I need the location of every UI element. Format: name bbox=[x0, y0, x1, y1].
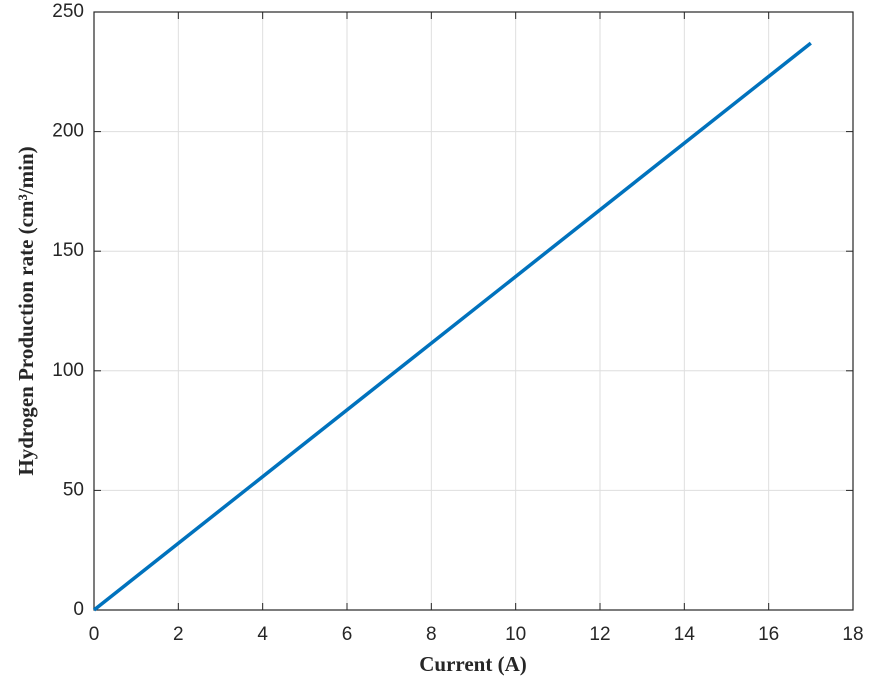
x-tick-label: 2 bbox=[173, 624, 184, 645]
x-tick-label: 18 bbox=[842, 624, 863, 645]
x-tick-label: 12 bbox=[589, 624, 610, 645]
x-tick-label: 14 bbox=[674, 624, 696, 645]
x-tick-label: 6 bbox=[342, 624, 353, 645]
plot-frame bbox=[93, 11, 854, 611]
y-tick-label: 50 bbox=[63, 479, 84, 500]
y-tick-label: 250 bbox=[52, 1, 84, 22]
y-tick-label: 0 bbox=[73, 599, 84, 620]
x-tick-label: 10 bbox=[505, 624, 526, 645]
data-line bbox=[92, 41, 812, 612]
x-tick-label: 16 bbox=[758, 624, 779, 645]
x-tick-label: 4 bbox=[257, 624, 268, 645]
y-tick-label: 150 bbox=[52, 240, 84, 261]
x-axis-label: Current (A) bbox=[419, 652, 527, 676]
y-tick-label: 200 bbox=[52, 121, 84, 142]
y-axis-label: Hydrogen Production rate (cm³/min) bbox=[14, 146, 38, 475]
x-tick-label: 8 bbox=[426, 624, 437, 645]
y-tick-label: 100 bbox=[52, 360, 84, 381]
x-tick-label: 0 bbox=[89, 624, 100, 645]
